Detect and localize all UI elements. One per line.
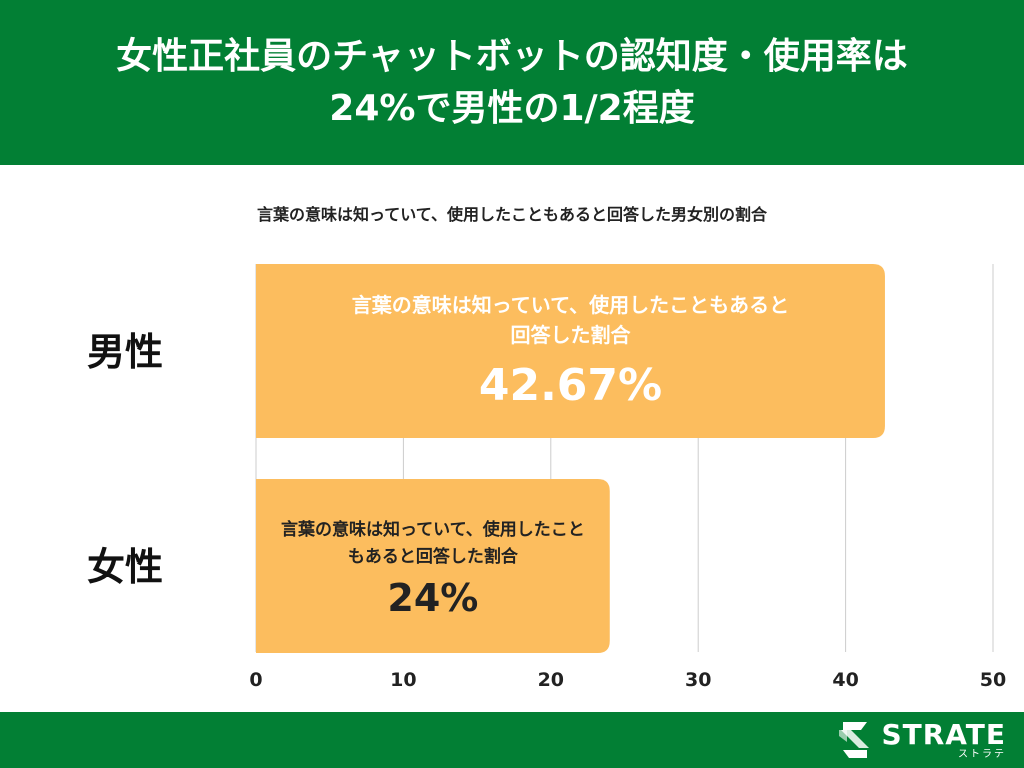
x-tick-label: 10 — [390, 669, 416, 691]
category-label: 女性 — [87, 545, 163, 589]
x-tick-label: 0 — [249, 669, 262, 691]
strate-s-logo-icon — [839, 722, 870, 758]
logo-text: STRATE — [881, 718, 1006, 751]
x-tick-label: 50 — [980, 669, 1006, 691]
page-title-line-2: 24%で男性の1/2程度 — [329, 87, 695, 129]
x-tick-label: 40 — [832, 669, 858, 691]
bar-label-text: もあると回答した割合 — [348, 546, 519, 567]
bar-value-label: 42.67% — [479, 360, 662, 411]
category-label: 男性 — [87, 330, 163, 374]
x-axis-ticks: 0 10 20 30 40 50 — [249, 669, 1006, 691]
strate-logo: STRATE ストラテ — [837, 718, 1006, 762]
page-title-line-1: 女性正社員のチャットボットの認知度・使用率は — [116, 35, 908, 77]
bar-1 — [256, 479, 610, 653]
x-tick-label: 20 — [538, 669, 564, 691]
chart-title: 言葉の意味は知っていて、使用したこともあると回答した男女別の割合 — [257, 205, 767, 224]
bar-value-label: 24% — [387, 576, 478, 620]
x-tick-label: 30 — [685, 669, 711, 691]
bar-label-text: 言葉の意味は知っていて、使用したこと — [281, 519, 585, 540]
bar-label-text: 言葉の意味は知っていて、使用したこともあると — [352, 293, 789, 317]
header-banner: 女性正社員のチャットボットの認知度・使用率は 24%で男性の1/2程度 — [0, 0, 1024, 165]
bar-0 — [256, 264, 885, 438]
footer-banner: STRATE ストラテ — [0, 712, 1024, 768]
bar-label-text: 回答した割合 — [510, 323, 631, 347]
logo-kana: ストラテ — [958, 749, 1006, 760]
